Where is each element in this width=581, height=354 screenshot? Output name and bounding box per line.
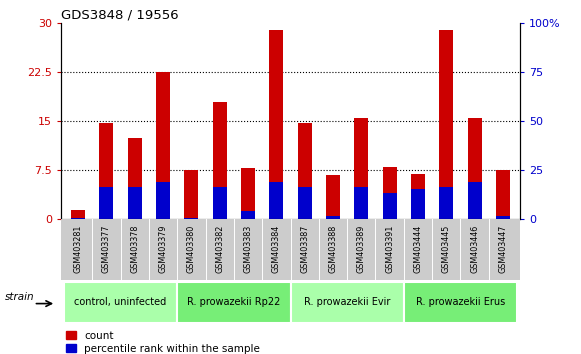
Bar: [71, 210, 85, 219]
Bar: [468, 182, 482, 219]
Text: GSM403384: GSM403384: [272, 224, 281, 273]
Bar: [297, 187, 312, 219]
Bar: [156, 72, 170, 219]
Bar: [213, 187, 227, 219]
Bar: [99, 187, 113, 219]
Legend: count, percentile rank within the sample: count, percentile rank within the sample: [66, 331, 260, 354]
Text: GSM403380: GSM403380: [187, 224, 196, 273]
Text: GSM403377: GSM403377: [102, 224, 111, 273]
Text: R. prowazekii Erus: R. prowazekii Erus: [416, 297, 505, 307]
Text: GSM403445: GSM403445: [442, 224, 451, 273]
Bar: [241, 211, 255, 219]
Text: GSM403379: GSM403379: [159, 224, 167, 273]
Bar: [269, 182, 284, 219]
Bar: [326, 216, 340, 219]
Bar: [411, 189, 425, 219]
Bar: [128, 138, 142, 219]
Text: GSM403388: GSM403388: [328, 224, 338, 273]
Bar: [241, 169, 255, 219]
Bar: [496, 170, 510, 219]
Text: GSM403389: GSM403389: [357, 224, 366, 273]
Bar: [184, 170, 199, 219]
Text: GSM403444: GSM403444: [414, 224, 422, 273]
Bar: [184, 217, 199, 219]
Bar: [411, 174, 425, 219]
Bar: [439, 187, 453, 219]
Bar: [71, 217, 85, 219]
Text: GSM403391: GSM403391: [385, 224, 394, 273]
Text: GSM403382: GSM403382: [215, 224, 224, 273]
Bar: [156, 182, 170, 219]
Bar: [404, 282, 517, 324]
Bar: [128, 187, 142, 219]
Bar: [496, 216, 510, 219]
Bar: [269, 29, 284, 219]
Text: control, uninfected: control, uninfected: [74, 297, 167, 307]
Text: GSM403387: GSM403387: [300, 224, 309, 273]
Text: GSM403281: GSM403281: [74, 224, 83, 273]
Bar: [354, 118, 368, 219]
Text: GDS3848 / 19556: GDS3848 / 19556: [61, 9, 178, 22]
Bar: [468, 118, 482, 219]
Text: GSM403383: GSM403383: [243, 224, 253, 273]
Bar: [297, 122, 312, 219]
Bar: [177, 282, 290, 324]
Bar: [382, 193, 397, 219]
Text: R. prowazekii Evir: R. prowazekii Evir: [304, 297, 390, 307]
Bar: [99, 122, 113, 219]
Text: GSM403447: GSM403447: [498, 224, 507, 273]
Text: GSM403446: GSM403446: [470, 224, 479, 273]
Bar: [213, 102, 227, 219]
Bar: [354, 187, 368, 219]
Bar: [64, 282, 177, 324]
Bar: [439, 29, 453, 219]
Text: strain: strain: [5, 292, 34, 302]
Text: R. prowazekii Rp22: R. prowazekii Rp22: [187, 297, 281, 307]
Bar: [326, 175, 340, 219]
Bar: [290, 282, 404, 324]
Text: GSM403378: GSM403378: [130, 224, 139, 273]
Bar: [382, 167, 397, 219]
